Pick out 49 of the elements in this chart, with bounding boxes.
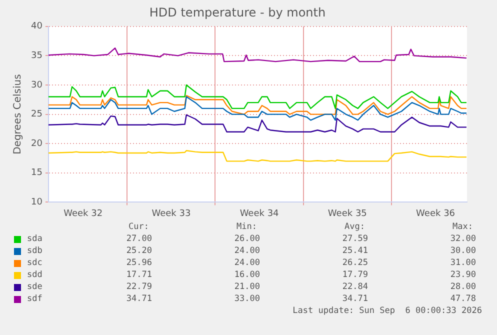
text: Max: — [452, 222, 473, 232]
legend-label: sdb — [27, 246, 42, 258]
text: 23.90 — [450, 270, 476, 280]
text: 25.96 — [126, 258, 152, 268]
legend-label: sdc — [27, 258, 42, 270]
text: Last update: Sun Sep 6 00:00:33 2026 — [292, 306, 482, 316]
text: 26.25 — [342, 258, 368, 268]
x-tick-label: Week 36 — [416, 208, 456, 219]
text: 33.00 — [234, 294, 260, 304]
text: 32.00 — [450, 234, 476, 244]
y-tick-label: 40 — [31, 22, 43, 32]
text: 24.00 — [234, 246, 260, 256]
y-tick-label: 15 — [31, 168, 42, 178]
text: Avg: — [344, 222, 365, 232]
y-tick-label: 10 — [31, 198, 43, 208]
x-tick-label: Week 33 — [152, 208, 191, 219]
chart-title: HDD temperature - by month — [149, 5, 326, 20]
x-tick-label: Week 32 — [64, 208, 103, 219]
y-tick-label: 30 — [31, 80, 43, 90]
y-tick-label: 25 — [31, 110, 42, 120]
text: 22.79 — [126, 282, 152, 292]
text: 17.79 — [342, 270, 368, 280]
legend-label: sde — [27, 282, 42, 294]
text: 21.00 — [234, 282, 260, 292]
text: 31.00 — [450, 258, 476, 268]
text: 16.00 — [234, 270, 260, 280]
text: 47.78 — [450, 294, 476, 304]
text: 34.71 — [342, 294, 368, 304]
legend-label: sdd — [27, 270, 42, 282]
legend-label: sdf — [27, 294, 42, 306]
text: 27.00 — [126, 234, 152, 244]
text: 24.00 — [234, 258, 260, 268]
x-tick-label: Week 35 — [328, 208, 367, 219]
x-tick-label: Week 34 — [240, 208, 280, 219]
text: 25.41 — [342, 246, 368, 256]
legend-label: sda — [27, 234, 42, 246]
text: Min: — [236, 222, 257, 232]
y-tick-label: 35 — [31, 51, 42, 62]
text: 30.00 — [450, 246, 476, 256]
text: 25.20 — [126, 246, 152, 256]
y-tick-label: 20 — [31, 138, 43, 149]
y-axis-title: Degrees Celsius — [12, 74, 24, 154]
text: 28.00 — [450, 282, 476, 292]
text: Cur: — [128, 222, 149, 232]
text: 26.00 — [234, 234, 260, 244]
text: 22.84 — [342, 282, 368, 292]
text: 34.71 — [126, 294, 152, 304]
text: 27.59 — [342, 234, 368, 244]
text: 17.71 — [126, 270, 152, 280]
